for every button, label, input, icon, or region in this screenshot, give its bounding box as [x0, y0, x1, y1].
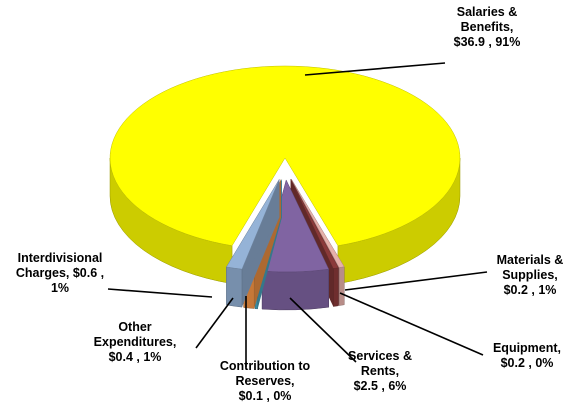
data-label: Salaries & Benefits, $36.9 , 91% — [454, 5, 521, 49]
slice-side — [338, 266, 345, 306]
data-label-line: Equipment, — [493, 341, 561, 355]
slice-top — [109, 65, 461, 246]
data-label-line: Other — [118, 320, 151, 334]
slice-top — [290, 179, 339, 269]
slice-top — [225, 179, 280, 270]
data-label-line: Expenditures, — [94, 335, 177, 349]
data-label-line: Interdivisional — [18, 251, 103, 265]
data-label-line: $2.5 , 6% — [354, 379, 407, 393]
data-label-line: $0.1 , 0% — [239, 389, 292, 403]
leader-line — [289, 297, 357, 363]
data-label-line: Rents, — [361, 364, 399, 378]
slice-side — [226, 266, 243, 308]
data-label-line: Reserves, — [235, 374, 294, 388]
data-label-line: Salaries & — [457, 5, 517, 19]
data-label: Materials & Supplies, $0.2 , 1% — [497, 253, 564, 297]
data-label-line: $0.2 , 0% — [501, 356, 554, 370]
leader-line — [339, 292, 484, 356]
data-label-line: Charges, $0.6 , — [16, 266, 104, 280]
leader-line — [304, 62, 446, 76]
pie-slice — [109, 65, 461, 284]
data-label-line: Supplies, — [502, 268, 558, 282]
data-label-line: Benefits, — [461, 20, 514, 34]
data-label-line: Contribution to — [220, 359, 311, 373]
leader-line — [107, 288, 213, 298]
data-label: Services & Rents, $2.5 , 6% — [348, 349, 412, 393]
leader-line — [344, 271, 488, 291]
data-label-line: Services & — [348, 349, 412, 363]
leader-line — [195, 297, 234, 349]
data-label-line: $36.9 , 91% — [454, 35, 521, 49]
slice-top — [291, 178, 345, 268]
slice-side — [333, 267, 339, 307]
data-label: Interdivisional Charges, $0.6 , 1% — [16, 251, 104, 295]
data-label: Other Expenditures, $0.4 , 1% — [94, 320, 177, 364]
data-label: Equipment, $0.2 , 0% — [493, 341, 561, 370]
data-label-line: 1% — [51, 281, 69, 295]
data-label: Contribution to Reserves, $0.1 , 0% — [220, 359, 311, 403]
data-label-line: $0.4 , 1% — [109, 350, 162, 364]
pie-slice — [225, 179, 280, 308]
data-label-line: $0.2 , 1% — [504, 283, 557, 297]
data-label-line: Materials & — [497, 253, 564, 267]
